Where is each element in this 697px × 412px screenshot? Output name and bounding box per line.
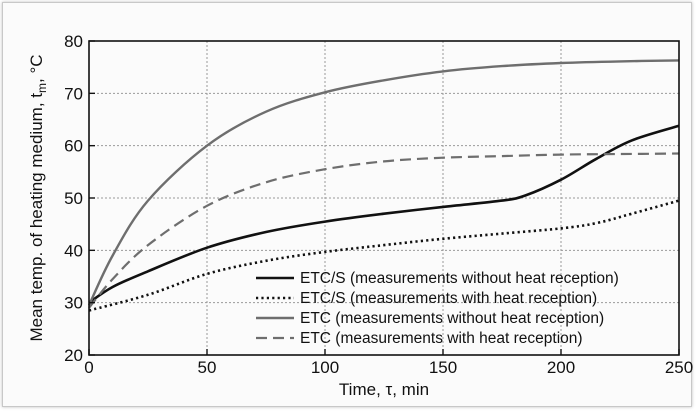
legend-label-2: ETC/S (measurements with heat reception)	[300, 290, 597, 307]
x-tick-label: 50	[198, 358, 217, 377]
legend-label-1: ETC/S (measurements without heat recepti…	[300, 270, 619, 287]
y-axis-label: Mean temp. of heating medium, tm, °C	[27, 54, 49, 341]
series-layer	[87, 59, 680, 312]
y-tick-label: 20	[64, 346, 83, 365]
y-axis-label-subscript: m	[35, 83, 49, 93]
y-axis-label-unit: , °C	[27, 54, 46, 83]
x-tick-label: 250	[665, 358, 693, 377]
x-axis-label: Time, τ, min	[339, 380, 429, 399]
legend: ETC/S (measurements without heat recepti…	[256, 270, 619, 347]
y-tick-label: 80	[64, 32, 83, 51]
ticks	[88, 40, 680, 356]
y-tick-label: 50	[64, 189, 83, 208]
y-tick-label: 30	[64, 294, 83, 313]
y-tick-label: 40	[64, 241, 83, 260]
line-chart: 0 50 100 150 200 250 20 30 40 50 60 70 80 Time, τ, m…	[27, 32, 693, 399]
y-tick-label: 70	[64, 84, 83, 103]
x-tick-label: 100	[311, 358, 339, 377]
series-line-3	[87, 59, 680, 306]
series-line-1	[88, 124, 680, 304]
series-line-2	[88, 199, 680, 312]
y-axis-label-main: Mean temp. of heating medium, t	[27, 93, 46, 342]
y-tick-label: 60	[64, 137, 83, 156]
grid	[89, 41, 679, 355]
x-tick-label: 150	[429, 358, 457, 377]
chart-frame: 0 50 100 150 200 250 20 30 40 50 60 70 80 Time, τ, m…	[2, 2, 693, 407]
x-tick-label: 0	[84, 358, 93, 377]
legend-label-4: ETC (measurements with heat reception)	[300, 330, 583, 347]
x-tick-label: 200	[547, 358, 575, 377]
legend-label-3: ETC (measurements without heat reception…	[300, 310, 604, 327]
series-line-4	[88, 152, 680, 309]
tick-labels: 0 50 100 150 200 250 20 30 40 50 60 70 80	[64, 32, 693, 377]
